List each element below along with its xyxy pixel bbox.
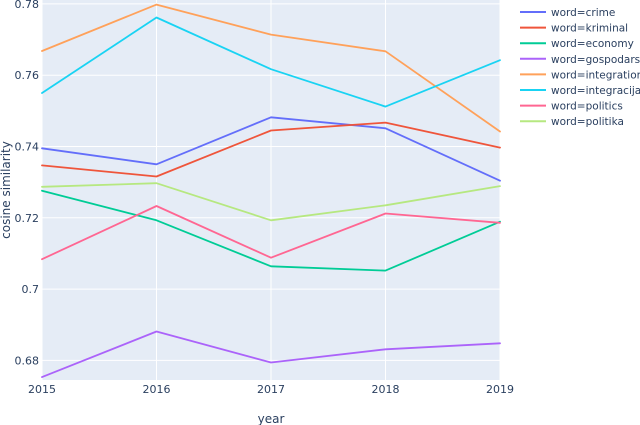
series-lines: [41, 3, 501, 379]
series-line-economy: [41, 189, 501, 272]
legend-item-economy[interactable]: word=economy: [520, 38, 634, 50]
legend-item-politika[interactable]: word=politika: [520, 116, 624, 128]
x-axis-title: year: [258, 412, 285, 425]
y-tick-label: 0.74: [15, 141, 40, 154]
legend-label: word=gospodarstvo: [551, 54, 640, 66]
x-tick-label: 2016: [143, 383, 171, 396]
y-tick-label: 0.78: [15, 0, 40, 11]
grid-lines: [41, 0, 501, 380]
legend-item-gospodarstvo[interactable]: word=gospodarstvo: [520, 54, 640, 66]
x-tick-label: 2015: [28, 383, 56, 396]
legend-label: word=integracija: [551, 85, 640, 97]
legend-label: word=integration: [551, 69, 640, 81]
legend[interactable]: word=crime word=kriminal word=economy word=…: [520, 7, 640, 128]
legend-item-crime[interactable]: word=crime: [520, 7, 615, 19]
series-line-crime: [41, 116, 501, 182]
legend-item-integracija[interactable]: word=integracija: [520, 85, 640, 97]
x-tick-label: 2017: [257, 383, 285, 396]
legend-label: word=politika: [551, 116, 624, 128]
y-tick-label: 0.68: [15, 354, 40, 367]
legend-item-integration[interactable]: word=integration: [520, 69, 640, 81]
legend-label: word=kriminal: [551, 23, 628, 35]
y-tick-label: 0.7: [22, 283, 40, 296]
series-line-integration: [41, 3, 501, 133]
series-line-gospodarstvo: [41, 330, 501, 379]
y-tick-label: 0.72: [15, 212, 40, 225]
series-line-politika: [41, 182, 501, 222]
legend-label: word=politics: [551, 101, 623, 113]
y-tick-label: 0.76: [15, 69, 40, 82]
legend-item-politics[interactable]: word=politics: [520, 101, 623, 113]
series-line-kriminal: [41, 121, 501, 178]
legend-label: word=economy: [551, 38, 634, 50]
series-line-integracija: [41, 16, 501, 108]
axis-ticks: 0.68 0.7 0.72 0.74 0.76 0.78 2015 2016 2017 2018 2…: [15, 0, 515, 396]
x-tick-label: 2019: [486, 383, 514, 396]
series-line-politics: [41, 205, 501, 261]
legend-item-kriminal[interactable]: word=kriminal: [520, 23, 628, 35]
y-axis-title: cosine similarity: [0, 141, 13, 239]
legend-label: word=crime: [551, 7, 615, 19]
x-tick-label: 2018: [372, 383, 400, 396]
